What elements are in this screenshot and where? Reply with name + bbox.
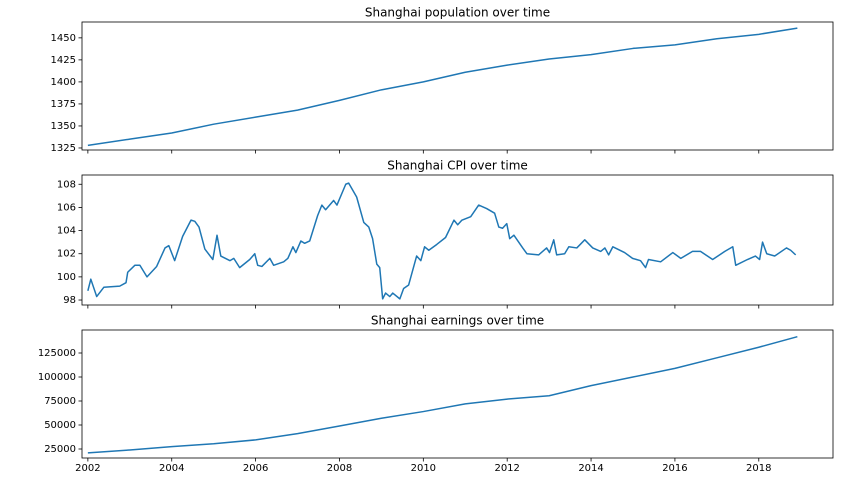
y-tick-label: 1450	[51, 33, 76, 44]
chart-title: Shanghai population over time	[365, 6, 550, 20]
y-tick-label: 100	[57, 272, 76, 283]
y-tick-label: 1425	[51, 55, 76, 66]
y-tick-label: 1325	[51, 143, 76, 154]
y-tick-label: 75000	[44, 396, 76, 407]
y-tick-label: 25000	[44, 444, 76, 455]
y-tick-label: 50000	[44, 420, 76, 431]
y-tick-label: 108	[57, 179, 76, 190]
data-line	[87, 182, 797, 300]
y-tick-label: 104	[57, 226, 76, 237]
x-tick-label: 2016	[662, 463, 687, 474]
axes-frame	[81, 174, 834, 306]
x-tick-label: 2018	[746, 463, 771, 474]
y-tick-label: 102	[57, 249, 76, 260]
x-tick-label: 2008	[327, 463, 352, 474]
x-tick-label: 2006	[243, 463, 268, 474]
axes-frame	[81, 21, 834, 151]
chart-title: Shanghai CPI over time	[387, 159, 528, 173]
y-tick-label: 125000	[38, 348, 76, 359]
y-tick-label: 98	[63, 295, 76, 306]
y-tick-label: 1350	[51, 121, 76, 132]
data-line	[87, 335, 798, 454]
data-line	[87, 27, 798, 147]
axes-frame	[81, 329, 834, 459]
y-tick-label: 106	[57, 202, 76, 213]
x-tick-label: 2012	[494, 463, 519, 474]
y-tick-label: 1400	[51, 77, 76, 88]
chart-title: Shanghai earnings over time	[371, 314, 544, 328]
x-tick-label: 2010	[411, 463, 436, 474]
y-tick-label: 100000	[38, 372, 76, 383]
x-tick-label: 2002	[75, 463, 100, 474]
x-tick-label: 2004	[159, 463, 184, 474]
x-tick-label: 2014	[578, 463, 603, 474]
y-tick-label: 1375	[51, 99, 76, 110]
